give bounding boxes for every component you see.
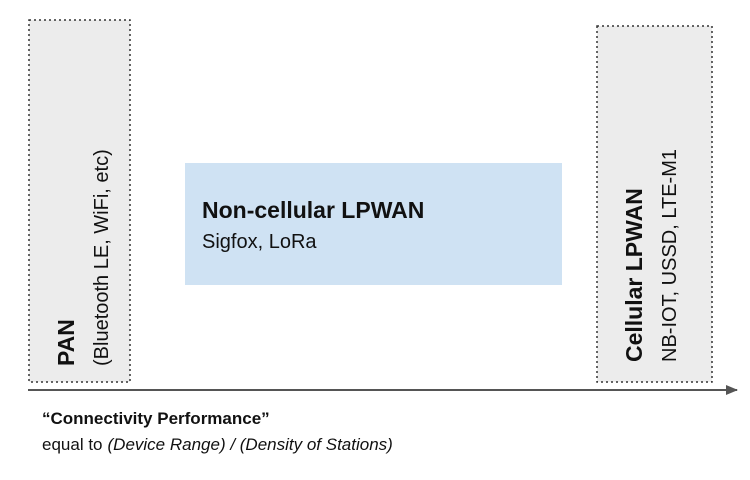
pan-title: PAN — [53, 319, 79, 366]
pan-box — [28, 19, 131, 383]
cellular-box — [596, 25, 713, 383]
lpwan-title: Non-cellular LPWAN — [202, 197, 424, 223]
lpwan-box — [185, 163, 562, 285]
pan-subtitle: (Bluetooth LE, WiFi, etc) — [91, 149, 113, 366]
cellular-title: Cellular LPWAN — [621, 188, 647, 362]
lpwan-subtitle: Sigfox, LoRa — [202, 231, 317, 253]
definition-prefix: equal to — [42, 435, 103, 454]
definition-formula: (Device Range) / (Density of Stations) — [108, 435, 393, 454]
axis-label: “Connectivity Performance” — [42, 409, 270, 428]
axis-definition: equal to (Device Range) / (Density of Sta… — [42, 435, 393, 454]
cellular-subtitle: NB-IOT, USSD, LTE-M1 — [659, 149, 681, 362]
